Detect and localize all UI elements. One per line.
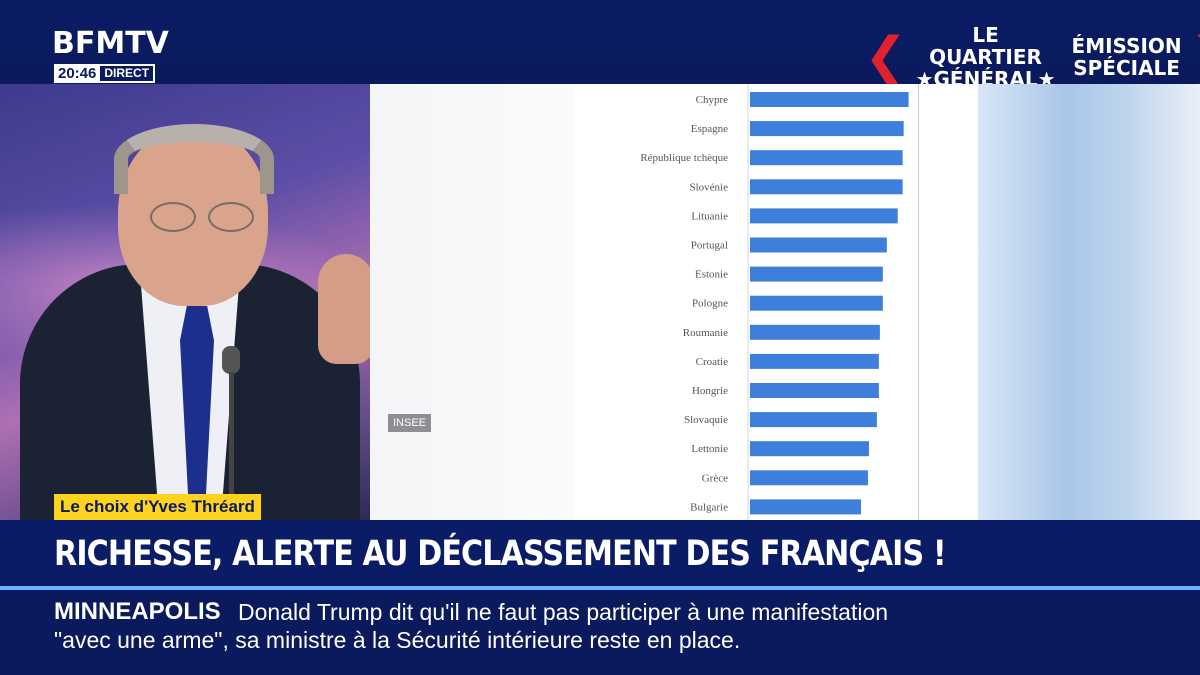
bar xyxy=(750,208,898,224)
category-label: République tchèque xyxy=(640,152,728,164)
microphone-stand xyxy=(229,372,234,520)
category-label: Bulgarie xyxy=(690,501,728,513)
category-label: Espagne xyxy=(691,123,728,135)
ticker-title: MINNEAPOLIS xyxy=(54,598,221,625)
bar-chart: Chypre Espagne République tchèque Slovénie L… xyxy=(640,84,920,520)
presenter-hair xyxy=(114,124,274,194)
bar xyxy=(750,266,883,282)
bar xyxy=(750,441,869,457)
bar xyxy=(750,499,862,515)
category-label: Roumanie xyxy=(683,327,728,339)
presenter-hand xyxy=(318,254,370,364)
show-name-line1: LE QUARTIER xyxy=(929,23,1042,69)
chevron-right-icon: ❯ xyxy=(1190,31,1200,83)
headline: RICHESSE, ALERTE AU DÉCLASSEMENT DES FRA… xyxy=(54,534,947,574)
category-label: Lettonie xyxy=(691,443,728,455)
separator xyxy=(0,586,1200,590)
chevron-left-icon: ❮ xyxy=(864,27,908,87)
bar xyxy=(750,295,883,311)
news-ticker xyxy=(0,590,1200,675)
bar xyxy=(750,150,903,166)
show-type-line2: SPÉCIALE xyxy=(1073,56,1180,80)
category-label: Hongrie xyxy=(692,385,728,397)
time-badge: 20:46 DIRECT xyxy=(54,64,156,83)
headline-band xyxy=(0,520,1200,586)
segment-tag: Le choix d'Yves Thréard xyxy=(54,494,261,520)
show-banner: ❮ LE QUARTIER ★GÉNÉRAL★ ÉMISSION SPÉCIAL… xyxy=(864,24,1200,90)
clock-time: 20:46 xyxy=(58,65,97,82)
bar xyxy=(750,353,879,369)
bar xyxy=(750,121,904,137)
ticker-line-1: Donald Trump dit qu'il ne faut pas parti… xyxy=(238,599,889,625)
category-label: Estonie xyxy=(695,269,728,281)
category-label: Pologne xyxy=(692,298,728,310)
bar xyxy=(750,383,879,398)
show-type-line1: ÉMISSION xyxy=(1071,34,1182,58)
source-label: INSEE xyxy=(388,414,432,432)
bar xyxy=(750,237,887,253)
bar xyxy=(750,470,868,486)
bar xyxy=(750,92,909,107)
studio-video xyxy=(0,84,370,520)
microphone-icon xyxy=(222,346,240,374)
chart-graphic: Chypre Espagne République tchèque Slovénie L… xyxy=(370,84,1200,520)
bar xyxy=(750,412,877,428)
category-label: Croatie xyxy=(696,356,728,368)
glasses-icon xyxy=(150,202,270,232)
category-label: Slovaquie xyxy=(684,414,728,426)
category-label: Portugal xyxy=(691,240,728,252)
bar xyxy=(750,324,880,340)
category-label: Lituanie xyxy=(691,210,728,222)
show-name: LE QUARTIER ★GÉNÉRAL★ xyxy=(916,24,1056,90)
top-bar: BFMTV 20:46 DIRECT ❮ LE QUARTIER ★GÉNÉRA… xyxy=(0,0,1200,90)
category-label: Grèce xyxy=(702,472,728,484)
show-type: ÉMISSION SPÉCIALE xyxy=(1072,35,1182,79)
category-label: Chypre xyxy=(696,94,729,106)
category-label: Slovénie xyxy=(690,181,729,193)
live-badge: DIRECT xyxy=(100,66,154,81)
channel-logo: BFMTV xyxy=(52,26,169,61)
ticker-line-2: "avec une arme", sa ministre à la Sécuri… xyxy=(54,627,741,653)
bar xyxy=(750,179,903,195)
